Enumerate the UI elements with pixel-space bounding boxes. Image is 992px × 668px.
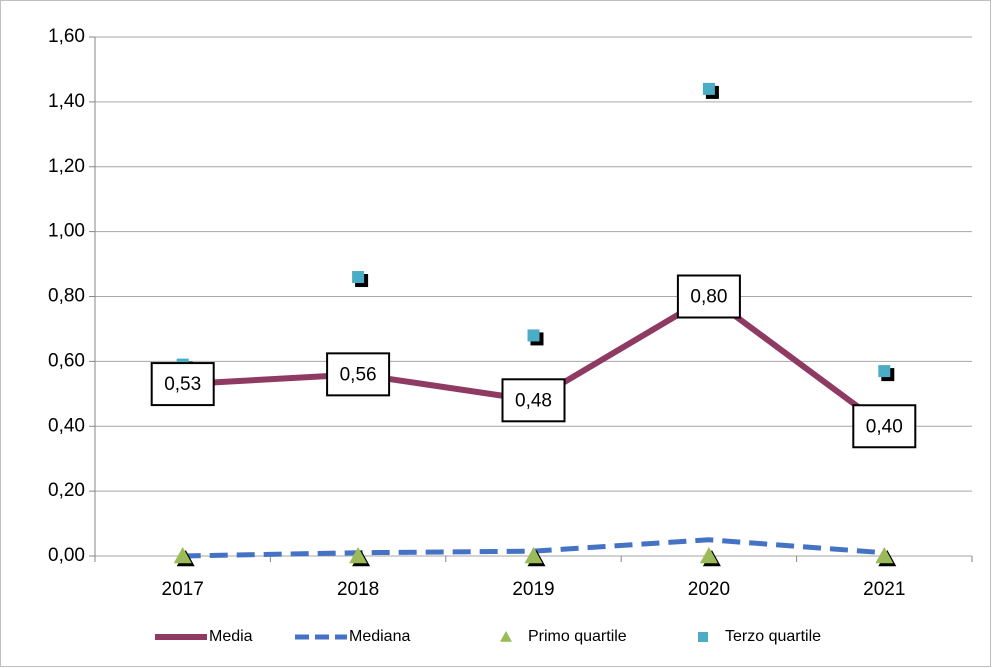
data-label: 0,56 [340,364,377,385]
data-label-box [852,404,917,449]
marker [699,547,718,564]
marker [173,547,192,564]
y-tick-label: 0,80 [48,286,85,307]
x-tick-label: 2019 [512,579,554,600]
legend-swatch [698,632,708,642]
data-label-box [150,362,215,407]
legend-label: Mediana [349,628,410,645]
legend-label: Primo quartile [528,628,627,645]
series-line [182,537,885,559]
data-label-box [501,378,566,423]
data-label: 0,53 [164,374,201,395]
x-tick-label: 2021 [863,579,905,600]
data-label: 0,48 [515,390,552,411]
data-label: 0,40 [866,416,903,437]
y-tick-label: 0,60 [48,350,85,371]
y-tick-label: 0,20 [48,480,85,501]
marker [702,82,715,95]
data-label-box [326,352,391,397]
y-tick-label: 1,00 [48,221,85,242]
x-tick-label: 2018 [337,579,379,600]
y-tick-label: 1,60 [48,26,85,47]
marker [349,547,368,564]
marker [527,329,540,342]
x-tick-label: 2017 [162,579,204,600]
data-label: 0,80 [690,287,727,308]
legend-label: Terzo quartile [725,628,821,645]
y-tick-label: 1,20 [48,156,85,177]
y-tick-label: 0,00 [48,545,85,566]
y-tick-label: 1,40 [48,91,85,112]
marker [875,547,894,564]
y-tick-label: 0,40 [48,415,85,436]
marker [878,365,891,378]
legend-label: Media [209,628,253,645]
x-tick-label: 2020 [688,579,730,600]
marker [352,271,365,284]
data-label-box [676,274,741,319]
marker [524,547,543,564]
legend-swatch [500,631,512,642]
